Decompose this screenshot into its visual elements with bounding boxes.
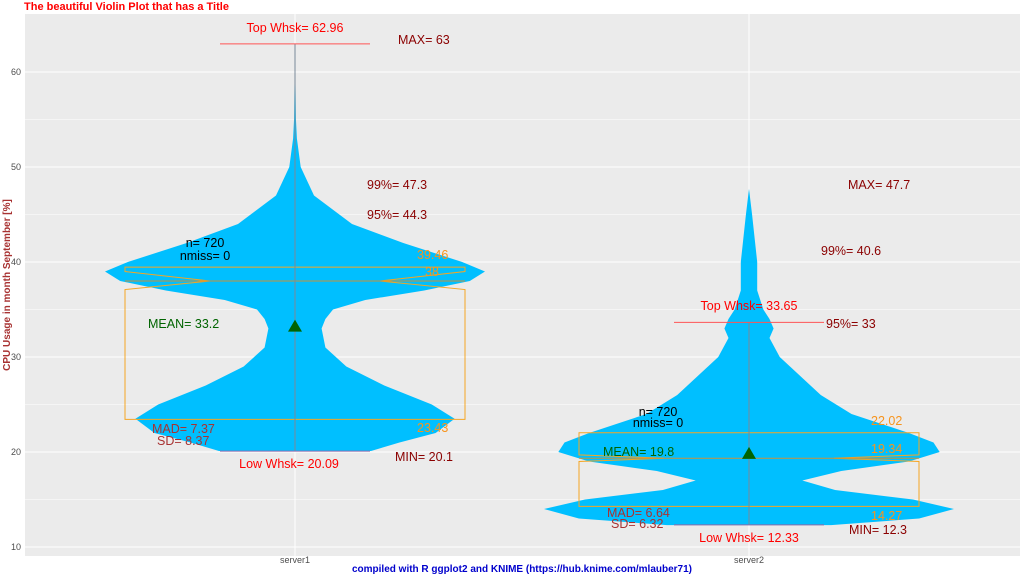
- median-label: 38: [425, 265, 439, 279]
- max-label: MAX= 63: [398, 33, 450, 47]
- min-label: MIN= 20.1: [395, 450, 453, 464]
- p95-label: 95%= 33: [826, 317, 876, 331]
- x-tick-label-server2: server2: [734, 555, 764, 565]
- low-whisker-label: Low Whsk= 12.33: [699, 531, 799, 545]
- q3-label: 22.02: [871, 414, 902, 428]
- n-label: n= 720: [639, 405, 678, 419]
- y-axis-ticks: 10 20 30 40 50 60: [11, 67, 21, 552]
- labels-server2: MAX= 47.7 99%= 40.6 Top Whsk= 33.65 95%=…: [603, 178, 910, 545]
- grid-lines: [25, 14, 1020, 556]
- y-tick-label: 30: [11, 352, 21, 362]
- min-label: MIN= 12.3: [849, 523, 907, 537]
- top-whisker-label: Top Whsk= 33.65: [701, 299, 798, 313]
- median-label: 19.34: [871, 442, 902, 456]
- p99-label: 99%= 40.6: [821, 244, 881, 258]
- y-tick-label: 60: [11, 67, 21, 77]
- q1-label: 23.43: [417, 421, 448, 435]
- mean-marker: [288, 319, 302, 332]
- x-tick-label-server1: server1: [280, 555, 310, 565]
- caption: compiled with R ggplot2 and KNIME (https…: [352, 564, 692, 575]
- max-label: MAX= 47.7: [848, 178, 910, 192]
- q3-label: 39.46: [417, 248, 448, 262]
- mad-label: MAD= 7.37: [152, 422, 215, 436]
- mean-marker: [742, 446, 756, 459]
- q1-label: 14.27: [871, 509, 902, 523]
- nmiss-label: nmiss= 0: [633, 416, 683, 430]
- sd-label: SD= 8.37: [157, 434, 210, 448]
- y-tick-label: 40: [11, 257, 21, 267]
- low-whisker-label: Low Whsk= 20.09: [239, 457, 339, 471]
- sd-label: SD= 6.32: [611, 517, 664, 531]
- violin-marks: [105, 43, 954, 526]
- y-tick-label: 20: [11, 447, 21, 457]
- y-tick-label: 10: [11, 542, 21, 552]
- y-tick-label: 50: [11, 162, 21, 172]
- chart-title: The beautiful Violin Plot that has a Tit…: [24, 1, 229, 13]
- notched-box-server1: [124, 266, 466, 420]
- n-label: n= 720: [186, 236, 225, 250]
- notched-box-server2: [578, 432, 920, 507]
- y-axis-label: CPU Usage in month September [%]: [2, 199, 13, 371]
- mad-label: MAD= 6.64: [607, 506, 670, 520]
- p95-label: 95%= 44.3: [367, 208, 427, 222]
- labels-server1: Top Whsk= 62.96 MAX= 63 99%= 47.3 95%= 4…: [148, 21, 453, 471]
- mean-label: MEAN= 33.2: [148, 317, 219, 331]
- nmiss-label: nmiss= 0: [180, 249, 230, 263]
- mean-label: MEAN= 19.8: [603, 445, 674, 459]
- top-whisker-label: Top Whsk= 62.96: [247, 21, 344, 35]
- p99-label: 99%= 47.3: [367, 178, 427, 192]
